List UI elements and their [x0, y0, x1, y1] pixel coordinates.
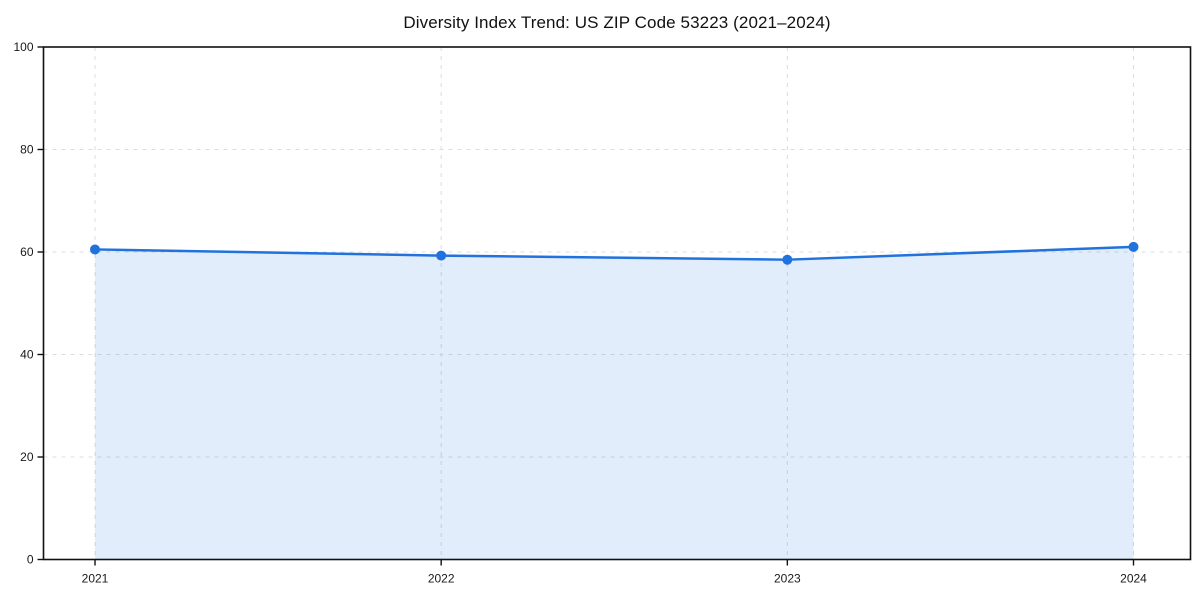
- y-tick-label: 100: [13, 40, 33, 54]
- y-tick-label: 60: [20, 245, 34, 259]
- y-tick-label: 80: [20, 143, 34, 157]
- x-tick-label: 2024: [1120, 572, 1147, 586]
- data-point: [90, 244, 100, 255]
- x-tick-label: 2023: [774, 572, 801, 586]
- data-point: [436, 250, 447, 261]
- x-tick-label: 2021: [82, 572, 109, 586]
- chart-title: Diversity Index Trend: US ZIP Code 53223…: [403, 13, 831, 32]
- area-fill: [95, 246, 1134, 560]
- y-tick-label: 0: [27, 553, 34, 567]
- x-tick-label: 2022: [428, 572, 455, 586]
- y-tick-label: 40: [20, 348, 34, 362]
- trend-line: [93, 245, 1135, 261]
- y-tick-label: 20: [20, 450, 34, 464]
- data-point: [782, 254, 793, 265]
- axes-spines: [42, 46, 1192, 561]
- data-point: [1128, 241, 1139, 252]
